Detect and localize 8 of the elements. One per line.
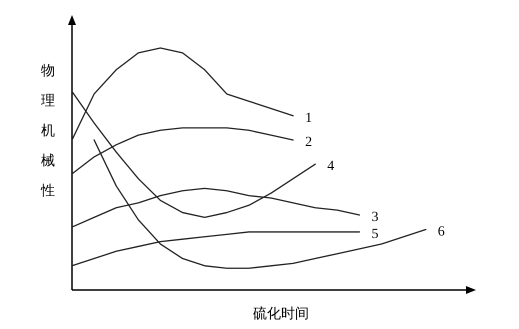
series-label: 4 <box>327 159 334 174</box>
series-label: 5 <box>371 226 378 242</box>
x-axis-title: 硫化时间 <box>253 306 309 322</box>
series-label: 3 <box>371 210 378 225</box>
y-axis-title: 物理机械性 <box>40 63 55 199</box>
series-label: 2 <box>305 134 312 150</box>
series-label: 1 <box>305 110 312 126</box>
series-label: 6 <box>438 224 445 240</box>
